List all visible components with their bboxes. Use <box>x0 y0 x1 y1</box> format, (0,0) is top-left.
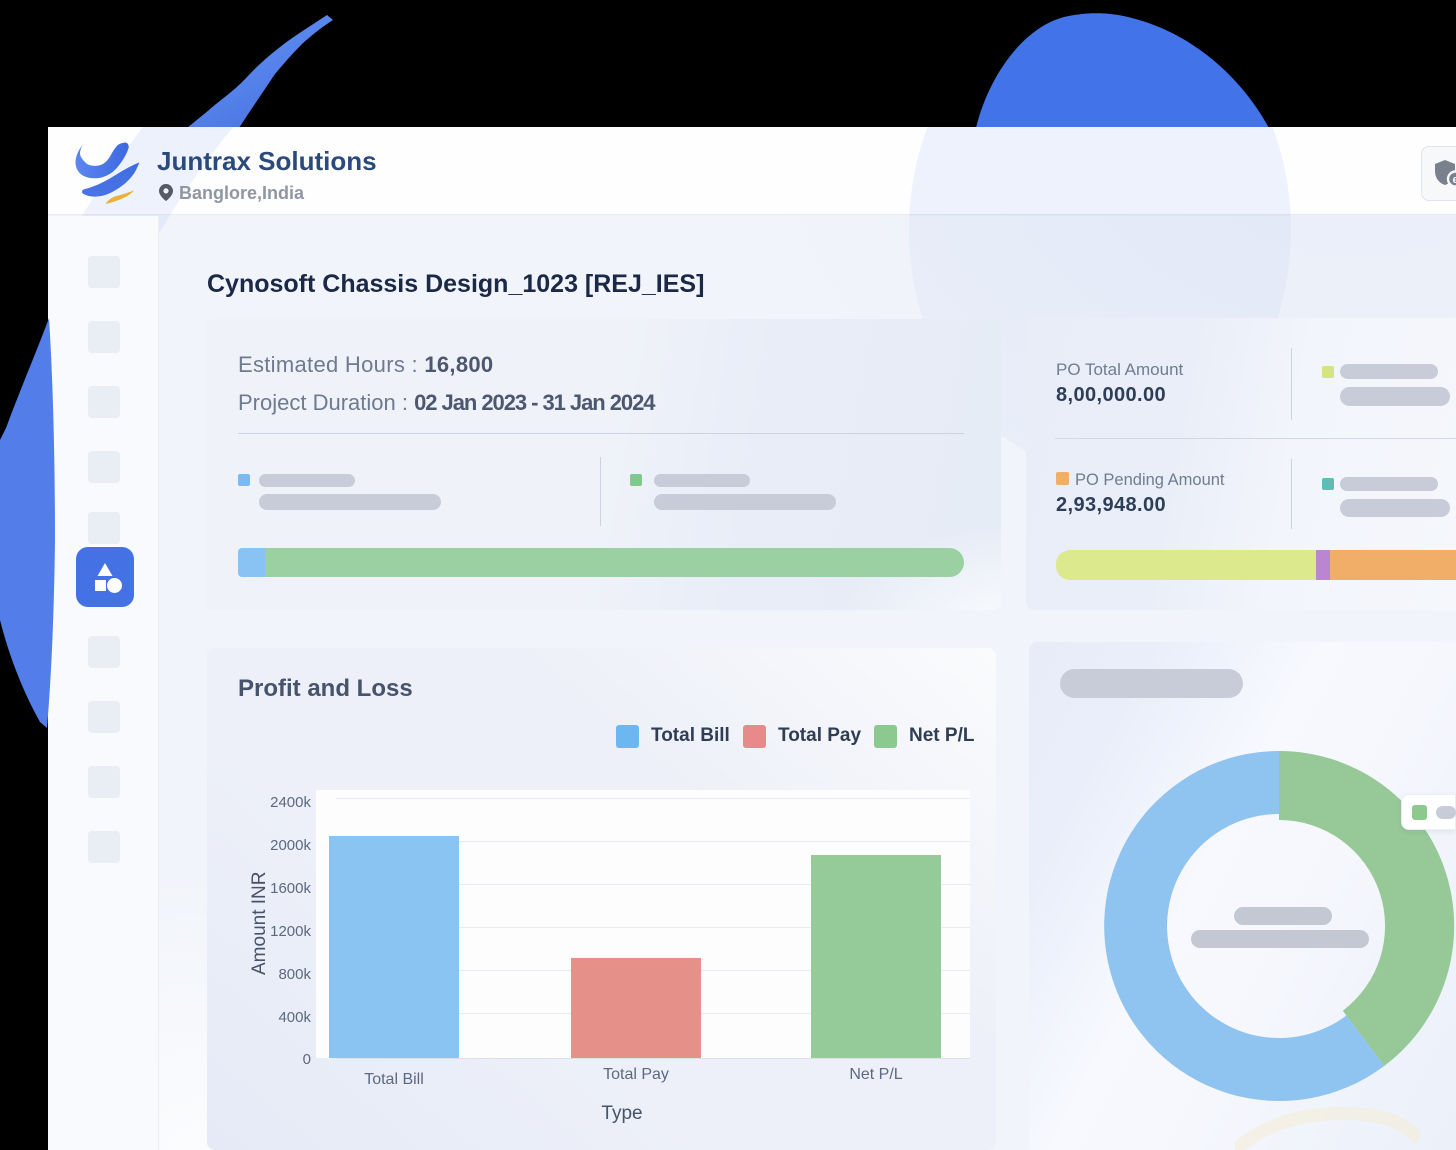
svg-text:e: e <box>1452 174 1456 186</box>
